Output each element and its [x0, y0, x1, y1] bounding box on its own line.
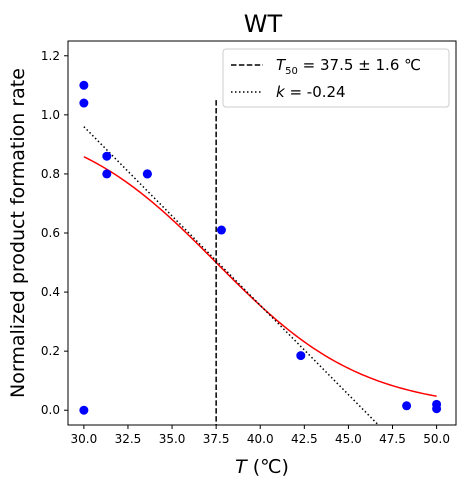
slope-line [83, 126, 379, 426]
x-tick-label: 30.0 [71, 432, 98, 446]
y-axis-ticks: 0.0 0.2 0.4 0.6 0.8 1.0 1.2 [41, 49, 68, 417]
x-axis-ticks: 30.0 32.5 35.0 37.5 40.0 42.5 45.0 47.5 50.0 [71, 425, 450, 446]
data-point [79, 98, 89, 108]
plot-area [79, 80, 442, 426]
data-point [296, 351, 306, 361]
legend: T50 = 37.5 ± 1.6 ℃ k = -0.24 [222, 48, 450, 108]
data-point [432, 404, 442, 414]
chart-title: WT [244, 10, 283, 38]
x-axis-label: T (℃) [235, 456, 289, 478]
y-tick-label: 1.2 [41, 49, 60, 63]
x-tick-label: 50.0 [423, 432, 450, 446]
legend-slope-label: k = -0.24 [276, 83, 346, 101]
x-tick-label: 42.5 [291, 432, 318, 446]
y-tick-label: 0.4 [41, 285, 60, 299]
x-tick-label: 40.0 [247, 432, 274, 446]
data-point [402, 401, 412, 411]
legend-t50-symbol: T [276, 56, 287, 74]
data-point [102, 169, 112, 179]
x-axis-label-symbol: T [235, 456, 248, 478]
y-tick-label: 0.6 [41, 226, 60, 240]
x-axis-label-unit: (℃) [253, 456, 289, 478]
data-point [79, 405, 89, 415]
legend-t50-subscript: 50 [285, 66, 298, 77]
y-tick-label: 0.0 [41, 403, 60, 417]
x-tick-label: 32.5 [115, 432, 142, 446]
x-tick-label: 35.0 [159, 432, 186, 446]
data-point [216, 225, 226, 235]
legend-box [222, 48, 450, 108]
y-tick-label: 1.0 [41, 108, 60, 122]
x-tick-label: 47.5 [379, 432, 406, 446]
legend-slope-symbol: k [276, 83, 286, 101]
data-point [102, 151, 112, 161]
data-point [79, 80, 89, 90]
y-axis-label: Normalized product formation rate [7, 68, 29, 398]
y-tick-label: 0.8 [41, 167, 60, 181]
legend-slope-value: = -0.24 [285, 83, 346, 101]
y-tick-label: 0.2 [41, 344, 60, 358]
data-point [142, 169, 152, 179]
x-tick-label: 45.0 [335, 432, 362, 446]
x-tick-label: 37.5 [203, 432, 230, 446]
fit-curve [83, 156, 437, 397]
legend-t50-label: T50 = 37.5 ± 1.6 ℃ [276, 56, 421, 77]
legend-t50-value: = 37.5 ± 1.6 ℃ [298, 56, 421, 74]
